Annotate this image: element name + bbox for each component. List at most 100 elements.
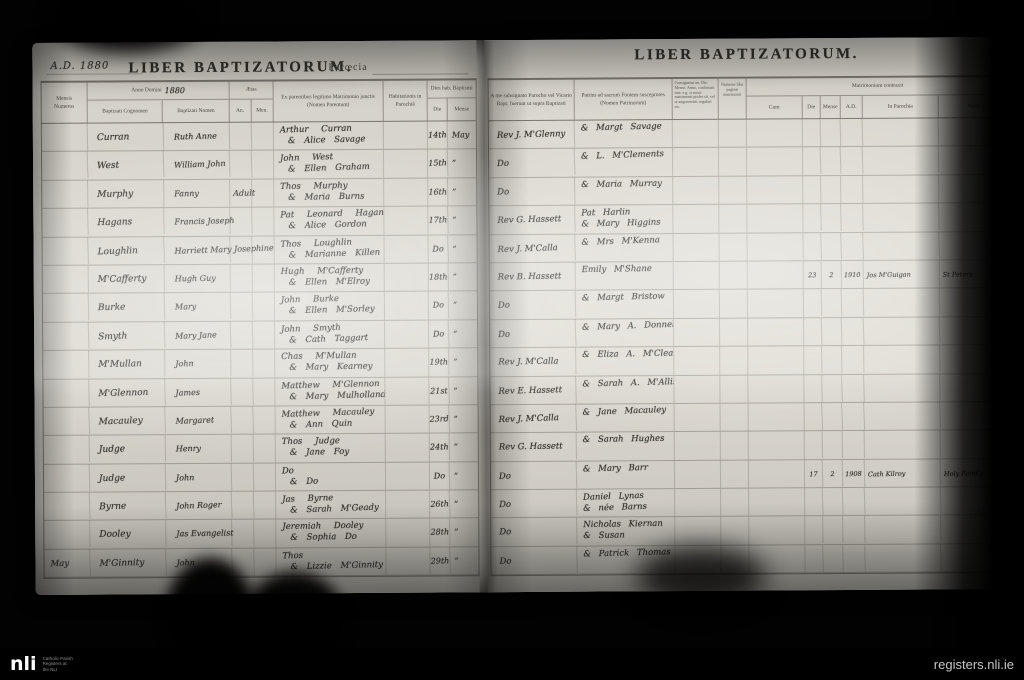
age-cell — [231, 377, 254, 406]
marriage-day-cell — [803, 232, 823, 261]
age-cell — [231, 349, 254, 378]
mensis-cell — [43, 406, 91, 436]
marriage-year-header: A.D. — [840, 95, 863, 119]
spouse-cell — [747, 176, 804, 204]
small-print-cell — [674, 460, 722, 489]
parents-cell: Chas M'Mullan & Mary Kearney — [275, 348, 386, 378]
age-cell — [230, 292, 254, 321]
baptism-record-row-left: Hagans Francis Joseph Pat Leonard Hagans… — [42, 206, 477, 238]
spouse-cell — [749, 516, 806, 545]
marriage-month-cell: 2 — [821, 260, 842, 289]
aetas-header: Ætas An. Men. — [229, 81, 274, 122]
baptism-month-cell: ” — [452, 187, 457, 197]
mother-name: & Sarah M'Geady — [290, 502, 379, 516]
age-months-cell — [253, 378, 276, 406]
mensis-cell — [42, 208, 89, 237]
age-months-cell — [251, 150, 275, 179]
sponsor-1: & Maria Murray — [581, 178, 663, 190]
mensis-cell — [44, 520, 91, 550]
left-page-title: LIBER BAPTIZATORUM. — [128, 59, 354, 77]
surname-cell: Loughlin — [88, 235, 166, 266]
given-name-cell: Mary Jane — [164, 320, 232, 351]
age-cell: Adult — [230, 179, 255, 208]
sponsor-1: & Margt Savage — [580, 121, 662, 134]
baptism-month-cell: ” — [452, 329, 458, 339]
age-cell — [231, 434, 255, 463]
sponsors-cell: & Mrs M'Kenna — [575, 233, 674, 262]
small-print-cell — [673, 261, 720, 290]
parents-cell: Thos Loughlin & Marianne Killen — [274, 235, 385, 264]
sponsors-cell: & Maria Murray — [575, 176, 674, 205]
baptism-record-row-left: Smyth Mary Jane John Smyth & Cath Taggar… — [42, 319, 478, 352]
small-print-cell — [674, 346, 721, 375]
surname-cell: Curran — [87, 122, 165, 152]
residence-cell — [386, 547, 431, 576]
baptism-record-row-left: Judge John Do & Do Do ” — [43, 461, 479, 494]
sponsor-1: & Jane Macauley — [582, 404, 667, 418]
baptism-record-row-left: Judge Henry Thos Judge & Jane Foy 24th ” — [43, 433, 478, 465]
marriage-day-cell: 23 — [803, 261, 822, 289]
sponsor-1: & Eliza A. M'Clean — [582, 348, 675, 361]
marriage-day-cell — [803, 317, 823, 346]
priest-cell: Do — [491, 517, 578, 547]
narrow-note-cell — [720, 375, 749, 403]
marriage-month-cell — [821, 317, 843, 346]
sponsors-cell: Pat Harlin & Mary Higgins — [575, 205, 674, 234]
age-months-cell — [252, 264, 275, 292]
narrow-note-cell — [719, 176, 748, 204]
narrow-note-header: Numerus libri paginæ matrimonii — [718, 78, 747, 119]
narrow-note-cell — [721, 488, 750, 517]
priest-header: A me subsignato Parocho vel Vicario Bapt… — [488, 79, 575, 121]
small-print-cell — [674, 375, 721, 403]
narrow-note-cell — [720, 318, 749, 346]
baptism-day-cell: Do — [428, 319, 450, 348]
given-name-cell: John — [165, 462, 233, 492]
priest-cell: Rev G. Hassett — [490, 432, 578, 462]
priest-cell: Do — [489, 318, 577, 349]
nli-logo: nli — [10, 653, 37, 675]
baptism-day-cell: 23rd — [429, 405, 451, 434]
baptism-month-cell: ” — [453, 471, 459, 481]
marriage-month-cell — [820, 118, 842, 147]
marriage-year-cell — [842, 431, 866, 459]
marriage-year-cell — [843, 544, 866, 573]
given-name-cell: Ruth Anne — [163, 122, 231, 152]
baptism-month-cell: ” — [453, 357, 458, 367]
sponsor-1: & Mary Barr — [582, 462, 649, 475]
marriage-year-cell — [842, 345, 865, 374]
narrow-note-cell — [719, 261, 748, 290]
spouse-cell — [748, 318, 805, 346]
baptism-record-row-left: Murphy Fanny Adult Thos Murphy & Maria B… — [42, 178, 477, 210]
baptism-record-row-left: Byrne John Roger Jas Byrne & Sarah M'Gea… — [43, 490, 479, 522]
marriage-month-header: Mense — [820, 96, 841, 119]
marriage-day-cell — [803, 289, 823, 318]
mensis-cell — [42, 321, 90, 351]
age-cell — [232, 519, 255, 548]
sponsors-cell: & Sarah Hughes — [576, 432, 675, 461]
mensis-cell — [42, 293, 90, 323]
marriage-day-cell — [804, 346, 823, 374]
baptism-day-cell: Do — [429, 461, 451, 490]
baptism-record-row-left: Macauley Margaret Matthew Macauley & Ann… — [43, 405, 478, 437]
age-months-cell — [253, 434, 276, 463]
residence-cell — [386, 490, 431, 519]
marriage-day-cell — [802, 147, 822, 176]
baptism-day-cell: Do — [428, 234, 450, 263]
priest-cell: Rev J. M'Calla — [490, 403, 578, 434]
residence-cell — [385, 405, 430, 434]
mensis-cell — [41, 151, 89, 181]
anno-year-handwritten: 1880 — [164, 86, 186, 96]
mother-name: & Ellen Graham — [287, 162, 370, 176]
surname-cell: M'Cafferty — [88, 264, 165, 294]
small-print-cell — [673, 233, 720, 262]
sponsor-1: & Sarah Hughes — [582, 434, 665, 446]
baptism-month-cell: ” — [452, 215, 457, 225]
priest-cell: Rev J. M'Glenny — [488, 119, 576, 150]
anno-domini-header: Anno Domini 1880 Baptizati Cognomen Bapt… — [87, 81, 230, 123]
narrow-note-cell — [720, 460, 750, 488]
given-name-cell: John — [165, 349, 232, 379]
marriage-year-cell — [842, 402, 866, 431]
age-months-cell — [252, 207, 275, 236]
sponsor-1: & L. M'Clements — [580, 149, 665, 163]
baptism-record-row-left: Curran Ruth Anne Arthur Curran & Alice S… — [41, 121, 476, 153]
